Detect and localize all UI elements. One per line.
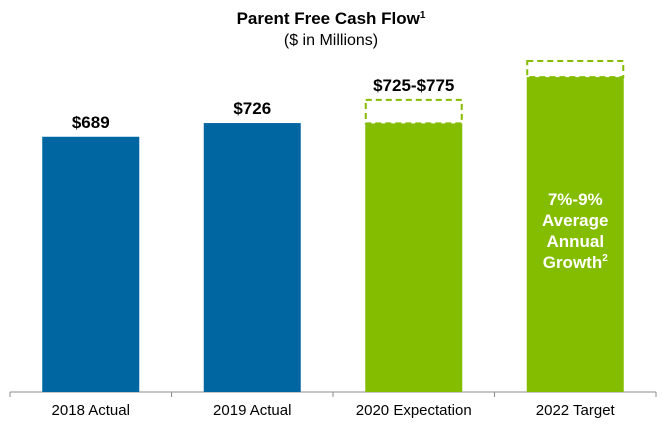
annotation-line: 7%-9% (548, 190, 603, 209)
range-outline-4 (526, 60, 625, 79)
x-tick-label: 2019 Actual (213, 402, 291, 419)
chart-title-footnote: 1 (419, 10, 426, 21)
data-label: $726 (233, 99, 271, 118)
annotation-line: Annual (546, 232, 604, 251)
annotation-line: Average (542, 211, 608, 230)
bar-4 (526, 77, 624, 392)
bar-3 (365, 123, 463, 392)
chart-subtitle: ($ in Millions) (283, 32, 379, 49)
x-tick-label: 2022 Target (536, 402, 616, 419)
chart-title: Parent Free Cash Flow1 (0, 8, 662, 30)
bar-2 (203, 123, 301, 393)
annotation-line: Growth2 (543, 253, 609, 272)
range-outline-3 (364, 98, 463, 125)
bar-1 (42, 136, 140, 392)
data-label: $725-$775 (373, 76, 454, 95)
chart-title-text: Parent Free Cash Flow (236, 9, 420, 28)
x-tick-label: 2020 Expectation (356, 402, 472, 419)
annotation-footnote: 2 (602, 253, 608, 264)
x-tick-label: 2018 Actual (52, 402, 130, 419)
data-label: $689 (72, 113, 110, 132)
